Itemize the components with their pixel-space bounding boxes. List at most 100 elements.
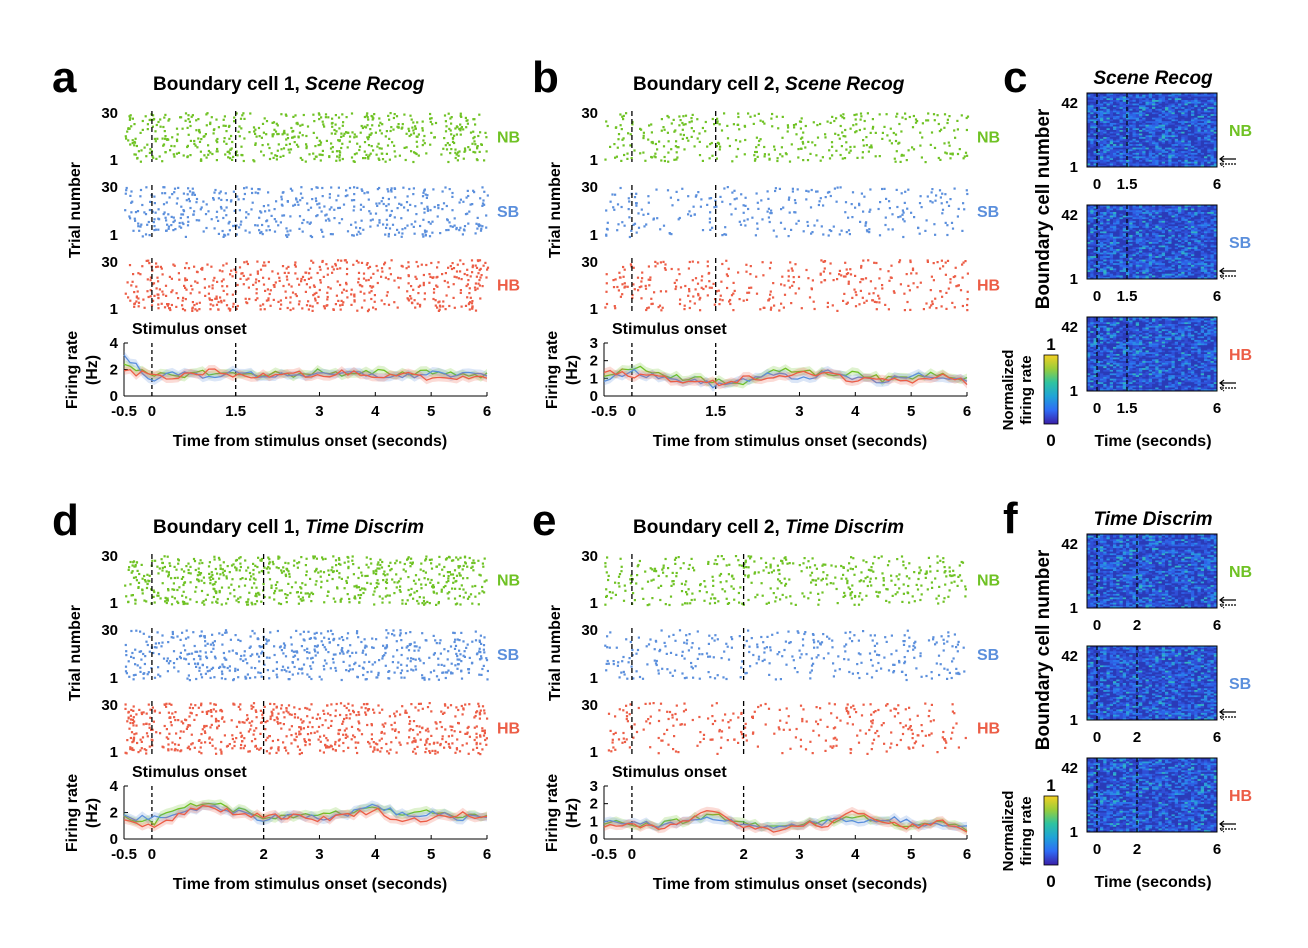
- spike: [254, 578, 257, 581]
- spike: [171, 588, 174, 591]
- spike: [473, 561, 476, 565]
- spike: [263, 705, 266, 708]
- spike: [860, 571, 863, 574]
- spike: [622, 599, 626, 602]
- spike: [213, 558, 216, 561]
- spike: [269, 289, 272, 292]
- spike: [811, 557, 814, 560]
- spike: [125, 672, 128, 675]
- spike: [458, 565, 462, 568]
- spike: [921, 136, 924, 139]
- spike: [400, 639, 403, 642]
- spike: [256, 297, 259, 300]
- spike: [865, 299, 868, 302]
- spike: [164, 151, 167, 154]
- spike: [725, 564, 728, 567]
- spike: [423, 189, 426, 192]
- spike: [212, 128, 215, 132]
- series-band-sb: [604, 365, 967, 392]
- spike: [397, 286, 400, 289]
- spike: [299, 718, 303, 721]
- spike: [171, 712, 174, 715]
- spike: [462, 707, 465, 710]
- spike: [231, 293, 234, 296]
- spike: [223, 734, 226, 737]
- spike: [168, 716, 171, 719]
- spike: [254, 564, 257, 567]
- spike: [307, 208, 310, 212]
- spike: [927, 112, 930, 115]
- spike: [451, 140, 455, 143]
- spike: [296, 562, 299, 565]
- spike: [864, 224, 867, 227]
- spike: [632, 283, 635, 286]
- spike: [740, 193, 743, 196]
- spike: [437, 261, 440, 264]
- spike: [267, 556, 270, 559]
- spike: [134, 648, 137, 651]
- panel-title-italic: Time Discrim: [785, 517, 904, 538]
- spike: [199, 650, 202, 653]
- spike: [133, 733, 136, 736]
- spike: [340, 218, 344, 221]
- spike: [131, 139, 134, 142]
- spike: [323, 636, 326, 639]
- spike: [304, 564, 307, 567]
- spike: [783, 577, 786, 580]
- spike: [271, 133, 274, 136]
- spike: [380, 730, 383, 734]
- spike: [460, 670, 463, 673]
- spike: [140, 223, 143, 226]
- spike: [622, 275, 625, 278]
- spike: [198, 562, 201, 565]
- spike: [660, 159, 663, 162]
- spike: [704, 585, 707, 588]
- spike: [709, 211, 712, 214]
- spike: [345, 131, 348, 134]
- spike: [719, 294, 722, 297]
- spike: [619, 557, 622, 560]
- spike: [859, 592, 862, 595]
- spike: [479, 276, 482, 279]
- spike: [823, 260, 826, 263]
- spike: [902, 211, 905, 214]
- spike: [777, 127, 780, 130]
- spike: [754, 150, 757, 154]
- spike: [250, 707, 253, 710]
- spike: [767, 571, 770, 574]
- spike: [134, 564, 137, 567]
- spike: [184, 277, 187, 280]
- spike: [850, 556, 853, 559]
- spike: [940, 259, 943, 262]
- spike: [165, 294, 168, 297]
- raster-ytick: 30: [101, 179, 118, 196]
- spike: [221, 663, 224, 666]
- spike: [902, 218, 905, 221]
- spike: [663, 128, 666, 131]
- spike: [433, 288, 436, 291]
- spike: [338, 576, 341, 579]
- spike: [249, 635, 252, 638]
- spike: [420, 562, 423, 565]
- spike: [248, 231, 251, 234]
- spike: [913, 571, 916, 574]
- spike: [291, 661, 294, 664]
- spike: [417, 702, 421, 705]
- spike: [481, 225, 484, 228]
- spike: [441, 738, 444, 741]
- spike: [338, 156, 341, 159]
- spike: [157, 280, 160, 283]
- spike: [384, 233, 387, 236]
- spike: [371, 124, 374, 127]
- spike: [327, 590, 330, 593]
- spike: [747, 112, 750, 115]
- spike: [247, 286, 250, 289]
- spike: [641, 587, 644, 590]
- spike: [345, 281, 348, 284]
- spike: [371, 218, 374, 221]
- spike: [266, 719, 269, 723]
- spike: [343, 259, 346, 262]
- spike: [383, 654, 386, 657]
- spike: [482, 644, 486, 647]
- spike: [313, 285, 316, 288]
